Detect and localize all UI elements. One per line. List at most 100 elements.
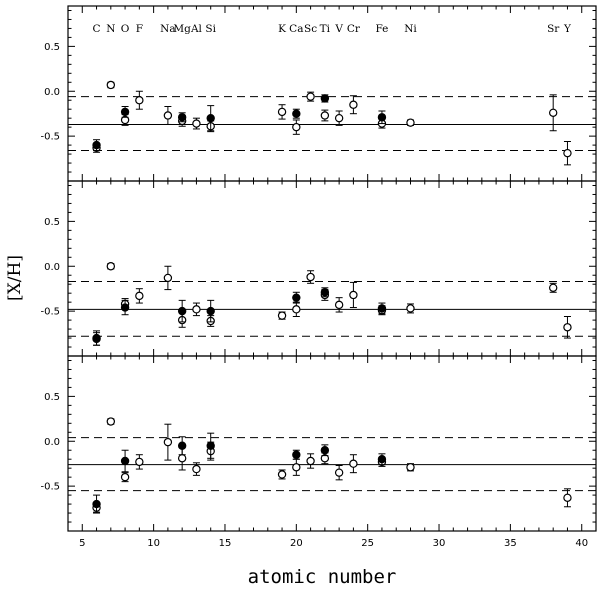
- open-circle-marker: [192, 464, 201, 474]
- open-point: [135, 454, 144, 470]
- open-point: [563, 488, 572, 508]
- filled-circle-marker: [292, 109, 301, 118]
- filled-point: [377, 302, 387, 315]
- filled-circle-marker: [206, 113, 215, 123]
- open-point: [349, 454, 358, 474]
- open-point: [277, 104, 287, 120]
- open-point: [548, 94, 558, 132]
- open-point: [548, 282, 558, 293]
- element-label: Sc: [304, 23, 317, 35]
- y-tick-label: 0.5: [44, 392, 60, 403]
- filled-point: [206, 105, 215, 132]
- open-point: [135, 90, 144, 110]
- open-point: [106, 262, 116, 271]
- element-label: O: [121, 23, 130, 35]
- panel-3: -0.5 0.0 0.5: [40, 355, 597, 532]
- x-tick-label: 40: [575, 538, 588, 549]
- open-circle-marker: [334, 468, 344, 477]
- filled-point: [92, 330, 101, 346]
- open-point: [406, 303, 415, 314]
- open-circle-marker: [349, 100, 358, 109]
- open-circle-marker: [306, 272, 315, 282]
- open-circle-marker: [177, 454, 187, 463]
- filled-circle-marker: [320, 446, 330, 455]
- filled-circle-marker: [177, 306, 187, 316]
- open-circle-marker: [106, 80, 116, 90]
- panel-frame: [67, 180, 597, 357]
- open-circle-marker: [406, 304, 415, 313]
- filled-circle-marker: [320, 288, 330, 297]
- filled-point: [292, 108, 301, 119]
- open-point: [192, 117, 201, 130]
- filled-circle-marker: [92, 499, 101, 509]
- open-point: [120, 472, 130, 483]
- open-point: [306, 453, 315, 469]
- open-point: [192, 462, 201, 476]
- open-point: [334, 110, 344, 126]
- open-circle-marker: [563, 148, 572, 158]
- open-circle-marker: [320, 111, 330, 120]
- filled-circle-marker: [92, 333, 101, 343]
- open-point: [563, 316, 572, 339]
- filled-point: [206, 432, 215, 459]
- open-point: [277, 311, 287, 320]
- element-label: Cr: [347, 23, 361, 35]
- filled-point: [320, 287, 330, 298]
- open-point: [106, 417, 116, 426]
- x-tick-label: 20: [290, 538, 303, 549]
- filled-circle-marker: [377, 113, 387, 122]
- open-point: [163, 265, 173, 291]
- open-circle-marker: [106, 417, 116, 426]
- open-circle-marker: [349, 459, 358, 468]
- open-point: [306, 270, 315, 284]
- element-label: Fe: [375, 23, 388, 35]
- open-point: [334, 297, 344, 313]
- y-tick-label: 0.5: [44, 217, 60, 228]
- open-point: [163, 106, 173, 125]
- open-point: [135, 288, 144, 304]
- x-tick-label: 5: [79, 538, 85, 549]
- open-circle-marker: [277, 311, 287, 320]
- element-label: Sr: [547, 23, 560, 35]
- element-label: Si: [205, 23, 216, 35]
- element-label: Ca: [289, 23, 303, 35]
- open-circle-marker: [306, 456, 315, 466]
- filled-point: [177, 299, 187, 323]
- filled-point: [177, 436, 187, 456]
- filled-circle-marker: [377, 455, 387, 464]
- element-label: Ni: [404, 23, 417, 35]
- open-circle-marker: [334, 300, 344, 310]
- element-label: Na: [160, 23, 175, 35]
- open-circle-marker: [406, 118, 415, 127]
- open-circle-marker: [292, 122, 301, 132]
- panel-frame: [67, 5, 597, 182]
- open-point: [163, 423, 173, 461]
- filled-circle-marker: [92, 140, 101, 150]
- open-point: [320, 109, 330, 122]
- filled-circle-marker: [292, 293, 301, 302]
- open-point: [192, 302, 201, 317]
- filled-circle-marker: [120, 456, 130, 466]
- open-circle-marker: [135, 96, 144, 105]
- y-tick-label: -0.5: [40, 307, 60, 318]
- filled-point: [177, 112, 187, 123]
- open-point: [406, 118, 415, 127]
- filled-point: [92, 139, 101, 151]
- open-point: [334, 464, 344, 481]
- open-circle-marker: [135, 291, 144, 301]
- element-label: Al: [190, 23, 203, 35]
- open-circle-marker: [120, 472, 130, 482]
- y-tick-label: 0.5: [44, 42, 60, 53]
- open-point: [563, 141, 572, 166]
- filled-circle-marker: [377, 304, 387, 313]
- filled-point: [377, 110, 387, 125]
- filled-circle-marker: [120, 303, 130, 312]
- open-circle-marker: [192, 305, 201, 314]
- filled-point: [377, 453, 387, 466]
- open-circle-marker: [163, 111, 173, 120]
- open-point: [406, 463, 415, 472]
- open-circle-marker: [334, 113, 344, 123]
- element-label: N: [106, 23, 115, 35]
